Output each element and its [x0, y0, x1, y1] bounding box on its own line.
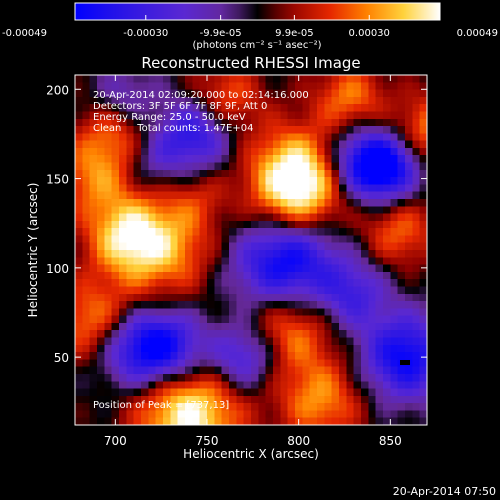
x-tick-label: 800 — [287, 434, 310, 448]
y-tick-label: 200 — [46, 83, 69, 97]
peak-marker — [400, 360, 410, 365]
colorbar-tick-label: -9.9e-05 — [200, 28, 242, 39]
annotation-clean-counts: Clean Total counts: 1.47E+04 — [93, 123, 253, 134]
colorbar-tick-label: 0.00030 — [349, 28, 390, 39]
y-tick-label: 100 — [46, 262, 69, 276]
y-tick-label: 150 — [46, 173, 69, 187]
colorbar — [74, 2, 441, 21]
x-tick-label: 850 — [379, 434, 402, 448]
chart-title: Reconstructed RHESSI Image — [141, 54, 360, 72]
colorbar-tick-label: 0.00049 — [457, 28, 498, 39]
x-axis-label: Heliocentric X (arcsec) — [183, 447, 319, 461]
annotation-block: 20-Apr-2014 02:09:20.000 to 02:14:16.000… — [93, 90, 309, 134]
colorbar-tick-label: -0.00030 — [123, 28, 168, 39]
colorbar-tick-label: 9.9e-05 — [275, 28, 313, 39]
y-axis: 50 100 150 200 — [46, 83, 427, 365]
plot-frame — [74, 74, 428, 426]
annotation-time-range: 20-Apr-2014 02:09:20.000 to 02:14:16.000 — [93, 90, 309, 101]
peak-position-label: Position of Peak = [737,13] — [93, 400, 229, 411]
x-axis: 700 750 800 850 — [104, 75, 402, 448]
x-tick-label: 750 — [196, 434, 219, 448]
x-tick-label: 700 — [104, 434, 127, 448]
footer-timestamp: 20-Apr-2014 07:50 — [392, 485, 496, 498]
heatmap-image — [75, 75, 427, 425]
colorbar-units: (photons cm⁻² s⁻¹ asec⁻²) — [192, 40, 321, 51]
y-tick-label: 50 — [54, 351, 69, 365]
colorbar-ticks: -0.00049 -0.00030 -9.9e-05 9.9e-05 0.00030 0.… — [2, 15, 498, 39]
annotation-energy-range: Energy Range: 25.0 - 50.0 keV — [93, 112, 246, 123]
colorbar-tick-label: -0.00049 — [2, 28, 47, 39]
y-axis-label: Heliocentric Y (arcsec) — [26, 183, 40, 318]
annotation-detectors: Detectors: 3F 5F 6F 7F 8F 9F, Att 0 — [93, 101, 267, 112]
